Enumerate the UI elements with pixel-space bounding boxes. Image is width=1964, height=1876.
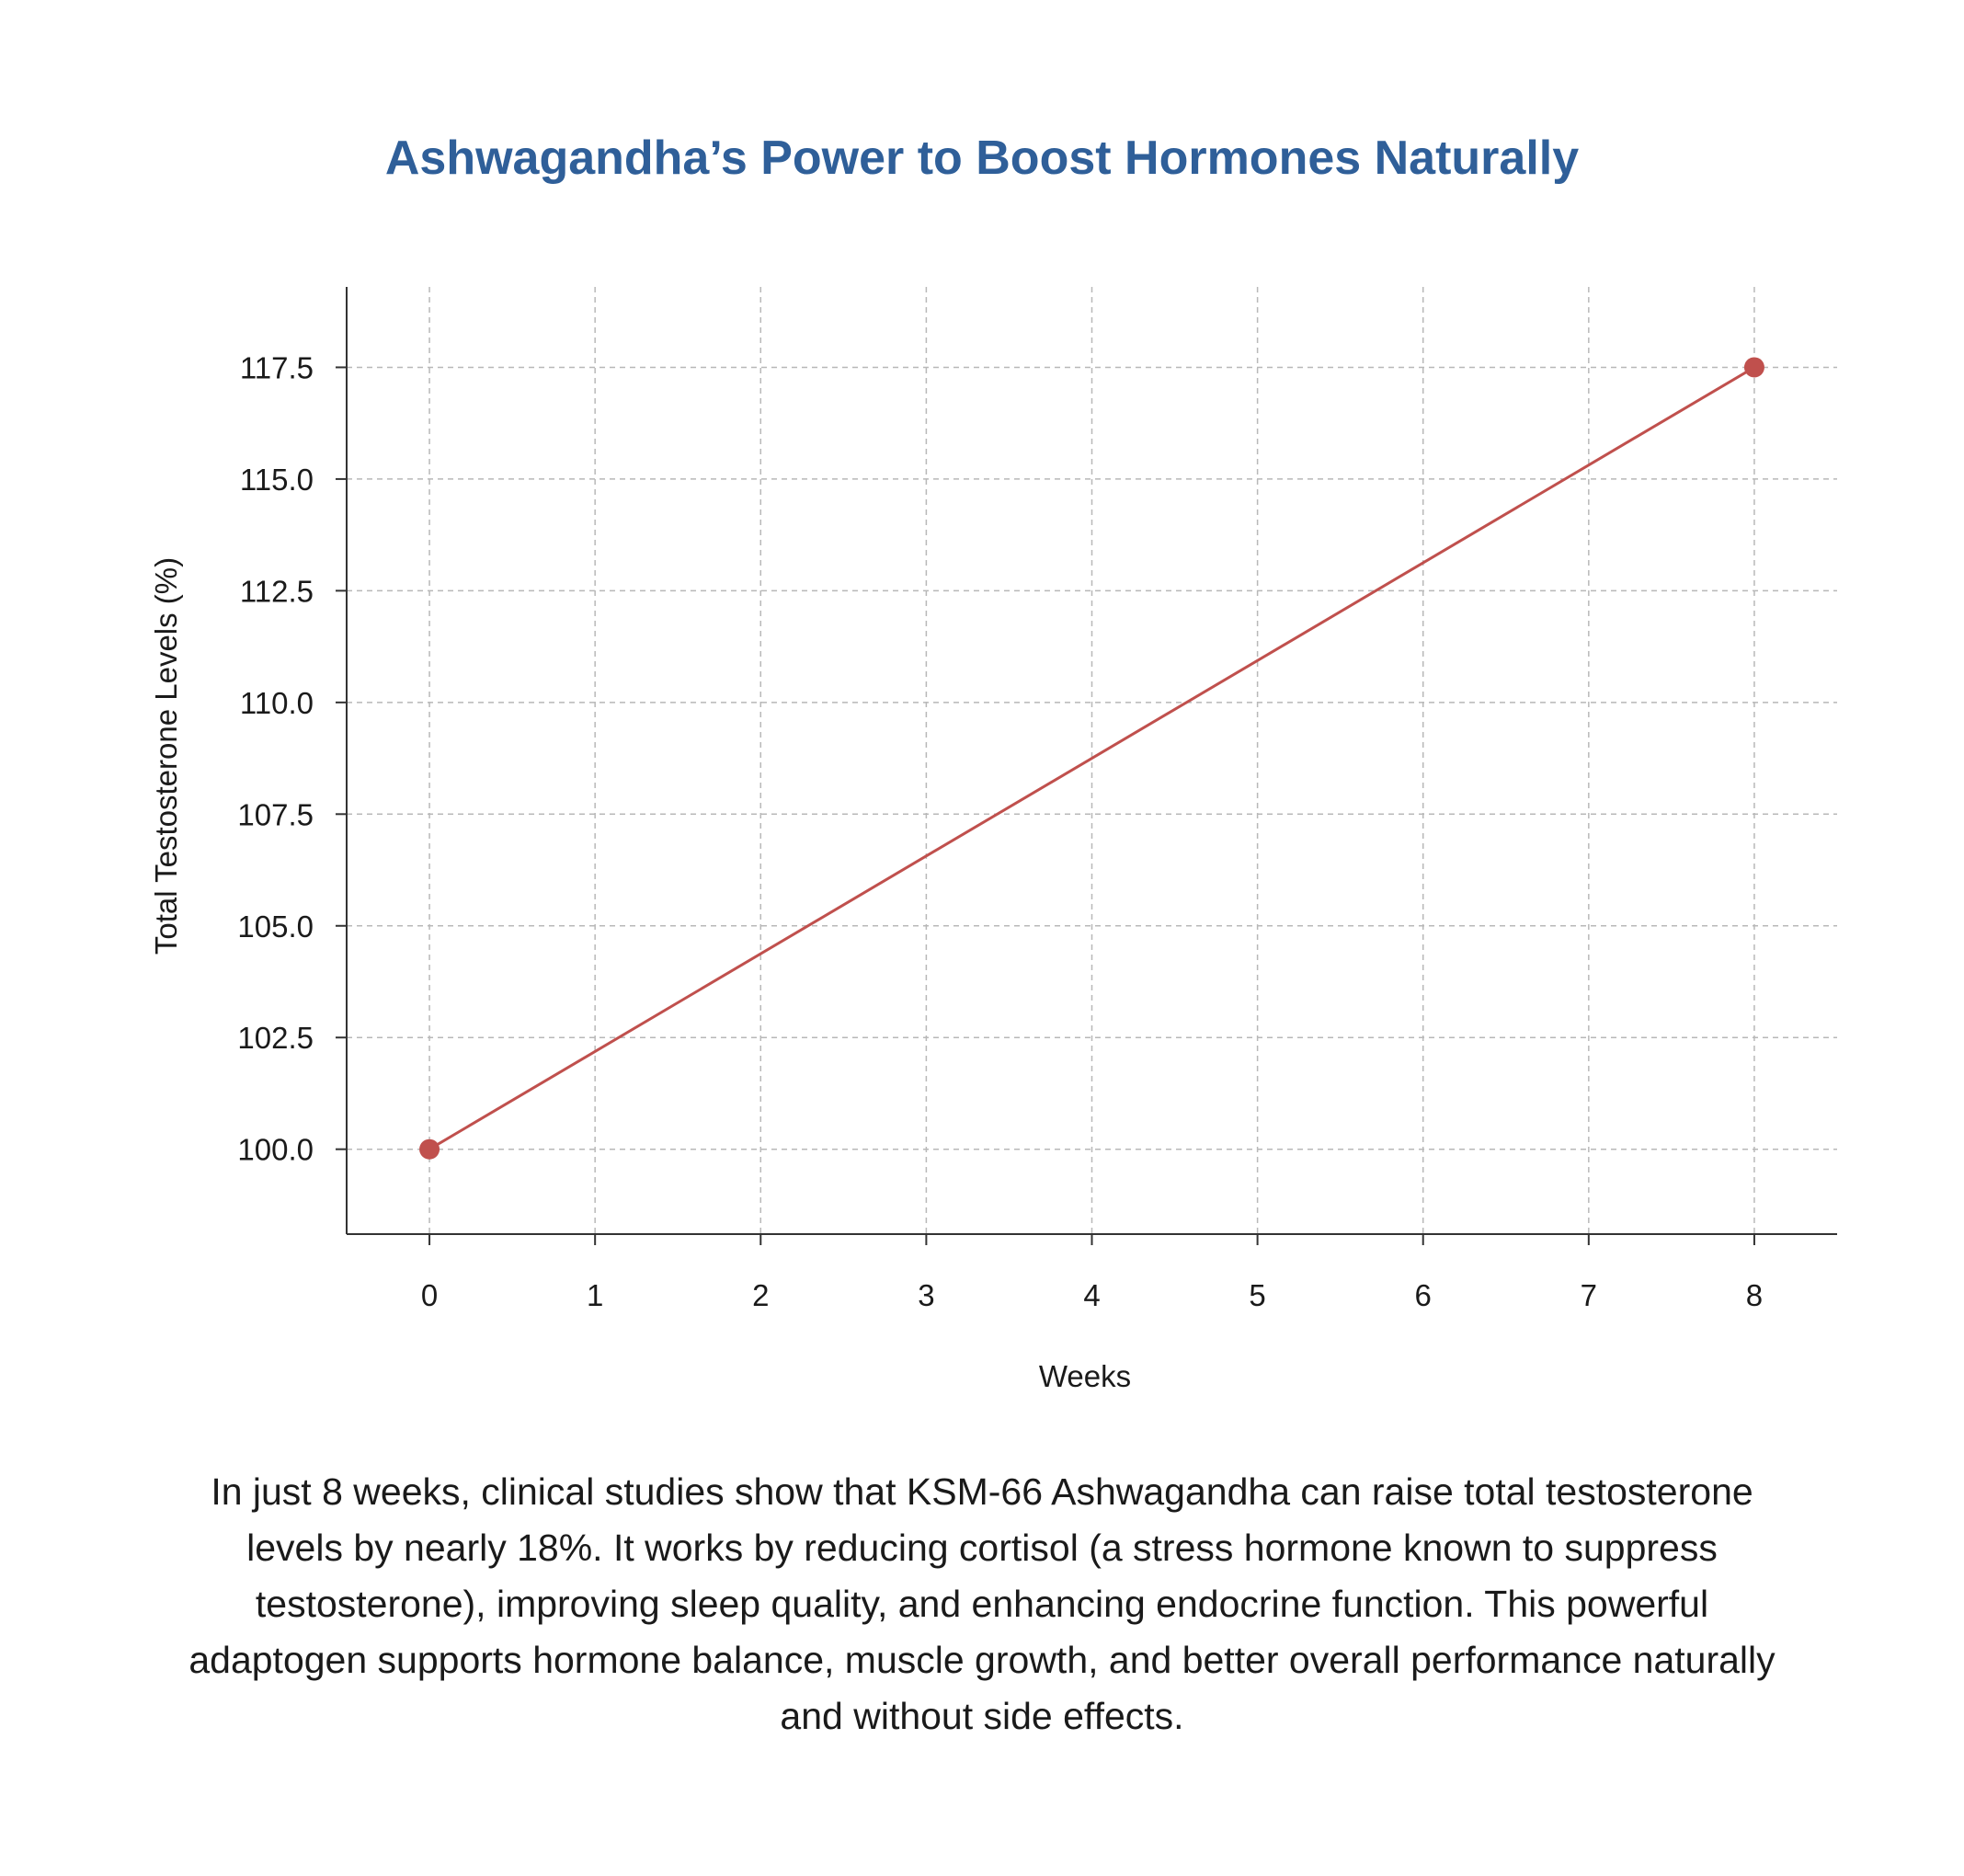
tick-labels: 0 1 2 3 4 5 6 7 8 100.0 102.5 105.0 107.5 110.0 112.5 1… (237, 350, 1763, 1312)
y-tick-label: 115.0 (240, 463, 314, 497)
x-tick-label: 0 (421, 1278, 438, 1312)
data-point (1743, 357, 1764, 378)
data-point (419, 1138, 440, 1160)
axes (336, 287, 1837, 1245)
y-tick-label: 107.5 (237, 797, 314, 831)
gridlines (347, 287, 1837, 1234)
x-axis-label: Weeks (1039, 1359, 1131, 1393)
x-tick-label: 4 (1083, 1278, 1100, 1312)
x-tick-label: 3 (918, 1278, 934, 1312)
y-tick-label: 102.5 (237, 1021, 314, 1055)
x-tick-label: 7 (1581, 1278, 1597, 1312)
chart-title: Ashwagandha’s Power to Boost Hormones Na… (384, 132, 1580, 185)
series-line (428, 366, 1755, 1150)
x-tick-label: 6 (1415, 1278, 1432, 1312)
y-tick-label: 110.0 (240, 686, 314, 720)
y-axis-label: Total Testosterone Levels (%) (149, 557, 183, 955)
x-tick-label: 1 (587, 1278, 603, 1312)
data-series (419, 357, 1764, 1160)
x-tick-label: 2 (752, 1278, 769, 1312)
y-tick-label: 112.5 (240, 574, 314, 608)
chart-caption: In just 8 weeks, clinical studies show t… (188, 1470, 1776, 1737)
y-tick-label: 105.0 (237, 909, 314, 944)
y-tick-label: 117.5 (240, 350, 314, 384)
x-tick-label: 8 (1746, 1278, 1763, 1312)
x-tick-label: 5 (1249, 1278, 1265, 1312)
y-tick-label: 100.0 (237, 1133, 314, 1167)
